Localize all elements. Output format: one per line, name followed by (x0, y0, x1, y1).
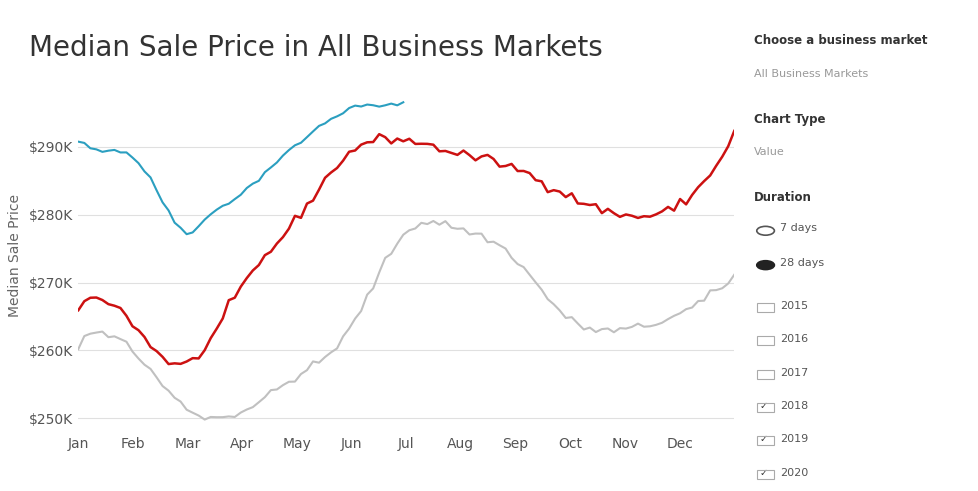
Text: Chart Type: Chart Type (753, 113, 824, 126)
Text: ✓: ✓ (759, 435, 767, 444)
Text: Median Sale Price in All Business Markets: Median Sale Price in All Business Market… (29, 34, 602, 62)
Text: 2019: 2019 (779, 435, 808, 444)
Text: 2016: 2016 (779, 334, 808, 344)
Text: All Business Markets: All Business Markets (753, 69, 867, 79)
Text: ✓: ✓ (759, 468, 767, 478)
Text: Duration: Duration (753, 191, 811, 204)
Text: 2020: 2020 (779, 468, 808, 478)
Y-axis label: Median Sale Price: Median Sale Price (8, 194, 22, 317)
Text: Value: Value (753, 147, 783, 157)
Text: 28 days: 28 days (779, 258, 823, 268)
Text: 7 days: 7 days (779, 223, 817, 233)
Text: ✓: ✓ (759, 401, 767, 411)
Text: 2018: 2018 (779, 401, 808, 411)
Text: 2015: 2015 (779, 301, 808, 311)
Text: 2017: 2017 (779, 368, 808, 378)
Text: Choose a business market: Choose a business market (753, 34, 926, 47)
